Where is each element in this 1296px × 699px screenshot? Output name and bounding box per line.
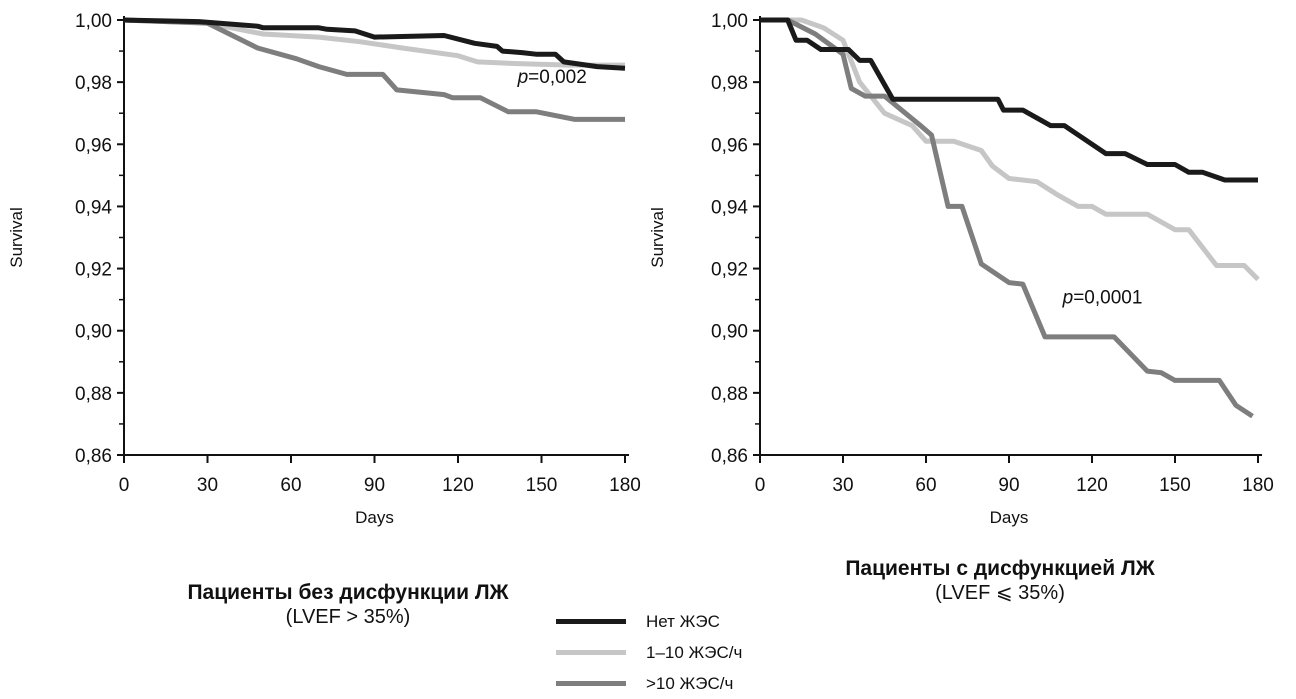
series-line-left-0 xyxy=(123,17,626,71)
y-tick-label: 0,96 xyxy=(75,135,112,156)
legend-item-1-10-pvc: 1–10 ЖЭС/ч xyxy=(556,637,742,668)
legend-swatch-no-pvc xyxy=(556,619,626,624)
legend-item-no-pvc: Нет ЖЭС xyxy=(556,606,742,637)
series-line-right-2 xyxy=(760,17,1254,419)
y-tick-label: 0,94 xyxy=(711,197,748,218)
x-axis-label: Days xyxy=(990,508,1029,527)
chart-left-no-dysfunction: 0,86 0,88 0,90 0,92 0,94 0,96 0,98 1,00 0 30 60 90 1… xyxy=(7,11,641,527)
chart-right-dysfunction: 0,86 0,88 0,90 0,92 0,94 0,96 0,98 1,00 0 30 60 90 1… xyxy=(648,11,1274,527)
legend-swatch-over-10-pvc xyxy=(556,681,626,686)
y-tick-label: 0,90 xyxy=(75,322,112,343)
y-axis-label: Survival xyxy=(648,207,667,267)
caption-right: Пациенты с дисфункцией ЛЖ (LVEF ⩽ 35%) xyxy=(830,556,1170,606)
x-tick-label: 120 xyxy=(1076,475,1108,496)
x-tick-label: 180 xyxy=(1242,475,1274,496)
legend-label-no-pvc: Нет ЖЭС xyxy=(646,611,720,631)
y-tick-label: 1,00 xyxy=(711,11,748,32)
caption-right-subtitle: (LVEF ⩽ 35%) xyxy=(935,582,1065,604)
x-tick-label: 60 xyxy=(915,475,936,496)
legend-label-over-10-pvc: >10 ЖЭС/ч xyxy=(646,673,734,693)
p-value-annotation: p=0,002 xyxy=(517,67,587,88)
caption-left: Пациенты без дисфункции ЛЖ (LVEF > 35%) xyxy=(178,580,518,630)
legend-item-over-10-pvc: >10 ЖЭС/ч xyxy=(556,668,742,699)
y-tick-label: 0,90 xyxy=(711,322,748,343)
y-tick-label: 0,96 xyxy=(711,135,748,156)
y-tick-label: 0,92 xyxy=(75,260,112,281)
series-line-right-0 xyxy=(760,17,1258,183)
series-line-right-1 xyxy=(760,17,1260,282)
y-tick-label: 1,00 xyxy=(75,11,112,32)
x-tick-label: 180 xyxy=(609,475,641,496)
x-tick-label: 90 xyxy=(364,475,385,496)
x-axis-label: Days xyxy=(355,508,394,527)
x-tick-label: 120 xyxy=(442,475,474,496)
p-value-annotation: p=0,0001 xyxy=(1062,288,1143,309)
caption-left-subtitle: (LVEF > 35%) xyxy=(285,606,411,628)
y-tick-label: 0,86 xyxy=(75,446,112,467)
caption-left-title: Пациенты без дисфункции ЛЖ xyxy=(187,581,509,604)
series-line-left-1 xyxy=(123,17,625,68)
y-tick-label: 0,92 xyxy=(711,260,748,281)
x-tick-label: 30 xyxy=(832,475,853,496)
y-tick-label: 0,98 xyxy=(711,73,748,94)
y-axis-label: Survival xyxy=(7,207,26,267)
series-line-left-2 xyxy=(123,17,625,122)
y-tick-label: 0,88 xyxy=(75,384,112,405)
x-tick-label: 90 xyxy=(998,475,1019,496)
x-tick-label: 0 xyxy=(755,475,766,496)
legend-swatch-1-10-pvc xyxy=(556,650,626,655)
y-tick-label: 0,88 xyxy=(711,384,748,405)
y-tick-label: 0,94 xyxy=(75,197,112,218)
x-tick-label: 60 xyxy=(280,475,301,496)
x-tick-label: 150 xyxy=(526,475,558,496)
x-tick-label: 0 xyxy=(119,475,130,496)
x-tick-label: 30 xyxy=(197,475,218,496)
y-tick-label: 0,86 xyxy=(711,446,748,467)
caption-right-title: Пациенты с дисфункцией ЛЖ xyxy=(845,557,1155,580)
legend: Нет ЖЭС 1–10 ЖЭС/ч >10 ЖЭС/ч xyxy=(556,606,742,699)
legend-label-1-10-pvc: 1–10 ЖЭС/ч xyxy=(646,642,743,662)
y-tick-label: 0,98 xyxy=(75,73,112,94)
x-tick-label: 150 xyxy=(1159,475,1191,496)
